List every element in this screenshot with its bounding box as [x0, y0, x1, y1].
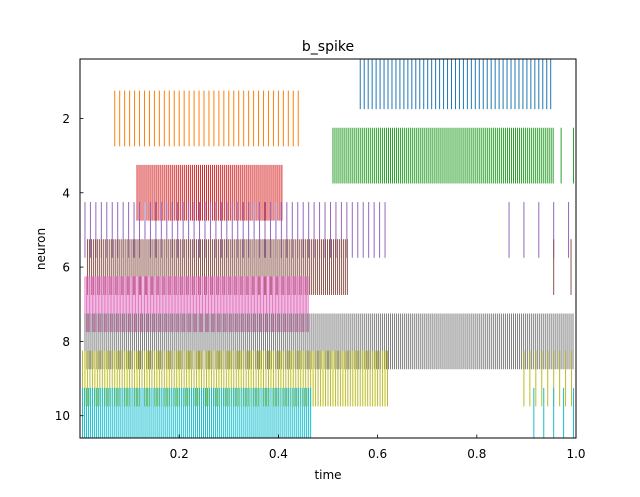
x-tick-label: 0.8	[467, 447, 486, 461]
x-tick-label: 1.0	[566, 447, 585, 461]
x-axis-label: time	[314, 468, 341, 482]
y-axis-label: neuron	[34, 228, 48, 270]
plot-area	[81, 59, 575, 438]
y-tick-label: 10	[55, 409, 70, 423]
y-tick-label: 8	[62, 335, 70, 349]
y-tick-label: 2	[62, 112, 70, 126]
y-tick-label: 6	[62, 261, 70, 275]
axes-frame	[79, 58, 577, 439]
y-axis: 2 4 6 8 10	[55, 112, 84, 423]
x-tick-label: 0.2	[170, 447, 189, 461]
spike-train-neuron-8	[84, 313, 574, 370]
spike-train-neuron-1	[359, 59, 552, 110]
y-tick-label: 4	[62, 186, 70, 200]
x-tick-label: 0.6	[368, 447, 387, 461]
spike-train-neuron-2	[114, 90, 299, 147]
spike-train-neuron-3	[332, 127, 575, 184]
x-axis: 0.2 0.4 0.6 0.8 1.0	[170, 434, 586, 461]
chart-title: b_spike	[302, 39, 354, 55]
spike-train-neuron-10	[81, 387, 575, 438]
spike-train-neuron-4	[136, 164, 283, 221]
x-tick-label: 0.4	[269, 447, 288, 461]
